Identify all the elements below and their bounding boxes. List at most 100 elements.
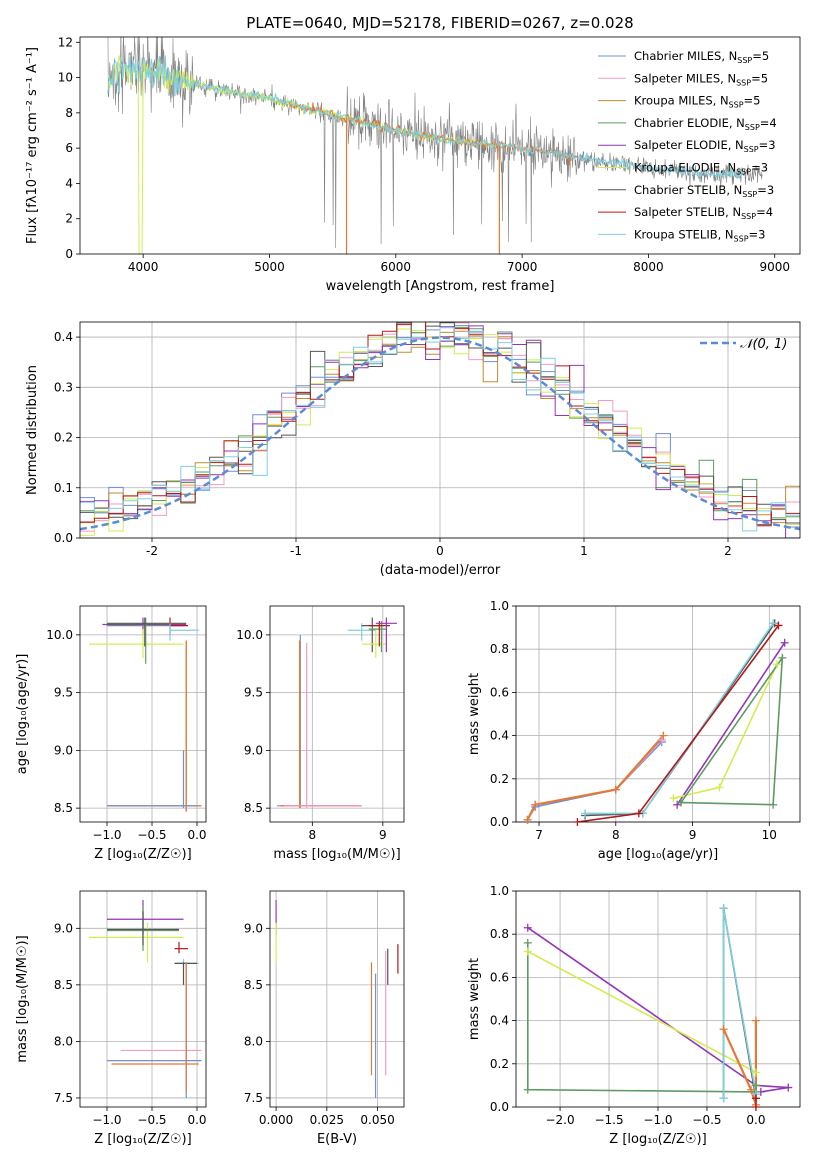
y-tick-label: 0.4 [54,330,73,344]
histogram-step [80,327,800,532]
y-tick-label: 0.2 [54,431,73,445]
panel-mass-vs-metallicity: −1.0 −0.5 0.0 7.5 8.0 8.5 9.0 Z [log₁₀(Z/Z☉)] ma… [15,890,207,1147]
x-tick-label: 5000 [254,260,285,274]
data-point-marker [751,1103,760,1111]
plot-area [89,900,202,1098]
y-tick-label: 10.0 [46,628,73,642]
x-tick-label: 9 [379,828,387,842]
series-line [680,655,784,806]
legend-entry: Chabrier ELODIE, NSSP=4 [634,116,777,132]
data-point-marker [531,800,540,809]
y-tick-label: 7.5 [244,1091,263,1105]
x-tick-label: 9 [689,828,697,842]
y-tick-label: 1.0 [490,884,509,898]
legend-entry: Kroupa MILES, NSSP=5 [634,94,760,110]
x-tick-label: −1.0 [92,828,121,842]
y-axis-label: age [log₁₀(age/yr)] [15,654,30,775]
x-tick-label: 7000 [507,260,538,274]
y-axis-label: Flux [fλ10⁻¹⁷ erg cm⁻² s⁻¹ A⁻¹] [25,47,40,244]
x-tick-label: 8 [308,828,316,842]
series-line [722,908,757,1099]
y-tick-label: 0.2 [490,1057,509,1071]
data-point-marker [719,904,728,913]
legend-entry: Chabrier MILES, NSSP=5 [634,49,769,65]
x-tick-label: 0.0 [746,1113,765,1127]
x-tick-label: 10 [762,828,777,842]
axes-frame [515,605,801,823]
y-tick-label: 8.5 [54,978,73,992]
axes-frame [79,36,801,255]
panel-weight-vs-metallicity: −2.0 −1.5 −1.0 −0.5 0.0 0.0 0.2 0.4 0.6 0.8 1.0 Z [… [467,884,801,1147]
data-point-marker [751,1081,760,1090]
y-tick-label: 9.0 [244,743,263,757]
data-point-marker [581,809,590,818]
data-point-marker [719,1025,728,1034]
x-tick-label: 0.0 [187,1113,206,1127]
data-point-marker [774,621,783,630]
series-line [722,1020,757,1106]
y-tick-label: 6 [65,141,73,155]
y-axis-label: mass weight [467,673,482,755]
y-tick-label: 0.0 [490,1100,509,1114]
y-tick-label: 9.5 [244,686,263,700]
legend-entry: Salpeter MILES, NSSP=5 [634,71,768,87]
panel-weight-vs-age: 7 8 9 10 0.0 0.2 0.4 0.6 0.8 1.0 age [log₁₀(age/yr… [467,599,801,862]
x-axis-label: (data-model)/error [380,563,501,578]
y-tick-label: 0.1 [54,481,73,495]
y-tick-label: 8 [65,106,73,120]
y-tick-label: 8.0 [244,1034,263,1048]
plot-area [89,617,202,812]
x-tick-label: 8 [612,828,620,842]
axes-frame [79,321,801,539]
data-point-marker [719,1094,728,1103]
panel-residual-histogram: -2 -1 0 1 2 0.0 0.1 0.2 0.3 0.4 (data-model)/error… [25,321,801,578]
y-tick-label: 0.4 [490,729,509,743]
y-tick-label: 12 [58,35,73,49]
data-point-marker [611,785,620,794]
data-point-marker [523,1085,532,1094]
axes-frame [79,605,207,823]
data-point-marker [523,938,532,947]
plot-area [526,622,786,822]
normal-curve [80,336,800,531]
y-axis-label: mass [log₁₀(M/M☉)] [15,935,30,1062]
series-line [526,734,665,821]
data-point-marker [669,794,678,803]
panel-spectrum: 4000 5000 6000 7000 8000 9000 0 2 4 6 8 10 12 wavelen… [25,35,801,294]
x-tick-label: −0.5 [137,1113,166,1127]
x-tick-label: 1 [580,544,588,558]
y-tick-label: 0.0 [54,531,73,545]
y-tick-label: 0.4 [490,1014,509,1028]
data-point-marker [747,1085,756,1094]
histogram-step [80,322,800,526]
spectrum-model-line [288,101,580,166]
legend-entry: 𝒩(0, 1) [740,337,787,352]
x-tick-label: 8000 [633,260,664,274]
legend-entry: Kroupa ELODIE, NSSP=3 [634,161,768,177]
figure-title: PLATE=0640, MJD=52178, FIBERID=0267, z=0… [246,14,633,32]
y-tick-label: 7.5 [54,1091,73,1105]
panel-mass-vs-ebv: 0.000 0.025 0.050 7.5 8.0 8.5 9.0 E(B-V) [244,890,405,1147]
x-tick-label: 0.025 [310,1113,344,1127]
legend-entry: Kroupa STELIB, NSSP=3 [634,227,765,243]
x-tick-label: −0.5 [137,828,166,842]
data-point-marker [523,815,532,824]
spectrum-model-line [107,55,743,180]
x-tick-label: −1.5 [594,1113,623,1127]
x-tick-label: 0 [436,544,444,558]
legend-entry: Salpeter STELIB, NSSP=4 [634,205,773,221]
y-tick-label: 0.8 [490,927,509,941]
data-point-marker [751,1094,760,1103]
series-line [527,942,757,1093]
y-tick-label: 8.5 [54,801,73,815]
y-tick-label: 1.0 [490,599,509,613]
y-tick-label: 2 [65,212,73,226]
x-axis-label: Z [log₁₀(Z/Z☉)] [94,1132,191,1147]
y-axis-label: mass weight [467,958,482,1040]
y-tick-label: 9.0 [244,921,263,935]
data-point-marker [523,923,532,932]
series-line [526,739,663,821]
series-line [585,622,774,815]
y-tick-label: 8.5 [244,978,263,992]
y-tick-label: 10 [58,71,73,85]
